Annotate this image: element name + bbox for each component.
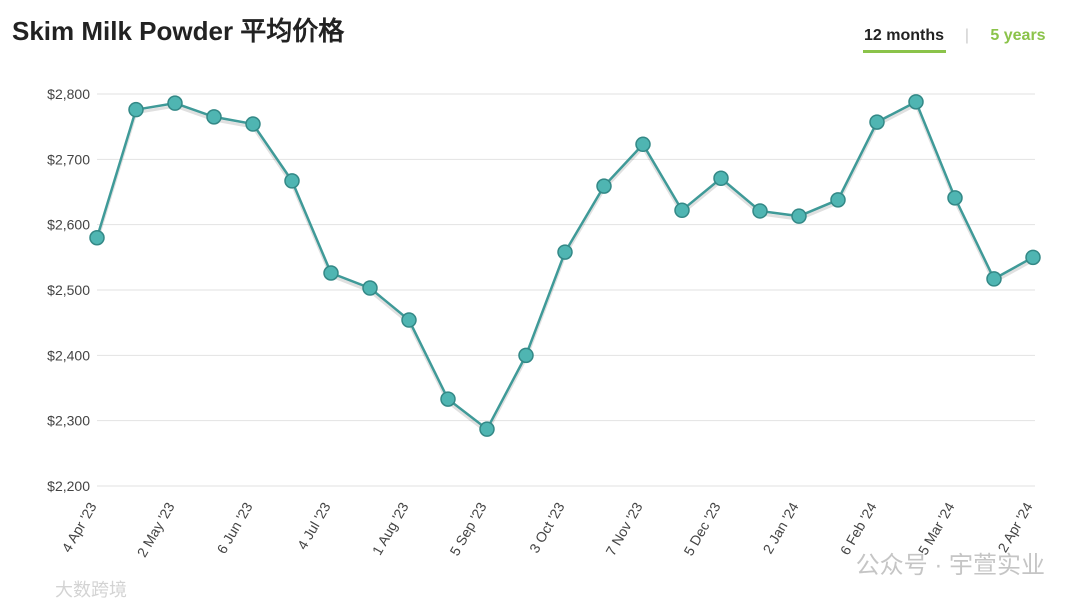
point [362,280,378,296]
point [752,203,768,219]
tab[interactable]: 12 months [864,27,944,44]
point [986,271,1002,287]
x-tick-label: 2 May '23 [134,499,178,559]
point [635,136,651,153]
x-tick-label: 1 Aug '23 [369,499,412,557]
point [128,101,144,118]
x-tick-label: 5 Mar '24 [915,499,958,557]
y-tick-label: $2,800 [47,86,90,102]
point [869,114,885,130]
point [89,229,105,246]
point [557,244,573,260]
grid [97,93,1035,487]
y-tick-label: $2,400 [47,347,90,363]
x-tick-label: 6 Feb '24 [837,499,880,557]
x-tick-label: 4 Apr '23 [58,499,99,555]
point [1025,249,1041,266]
y-tick-label: $2,600 [47,217,90,233]
point [674,202,690,219]
tab-underline [863,50,946,53]
x-tick-label: 2 Apr '24 [994,499,1035,555]
point [323,265,339,281]
point [245,116,261,132]
point [713,170,729,187]
watermark: 公众号 · 宇萱实业 [856,552,1045,579]
point [791,208,807,224]
line [95,100,1034,432]
point [206,109,222,125]
x-tick-label: 7 Nov '23 [602,499,645,558]
point [401,312,417,328]
x-tick-label: 6 Jun '23 [214,499,256,556]
chart-title: Skim Milk Powder 平均价格 [12,16,345,46]
point [596,178,612,194]
x-tick-label: 5 Dec '23 [680,499,723,558]
point [167,95,183,111]
point [947,190,963,206]
watermark: 大数跨境 [55,580,127,600]
point [518,347,534,364]
point [440,391,456,407]
point [830,192,846,208]
tab-separator: | [965,27,969,44]
y-tick-label: $2,300 [47,413,90,429]
x-tick-label: 3 Oct '23 [526,499,568,555]
point [479,421,495,437]
x-tick-label: 2 Jan '24 [760,499,802,556]
point [284,173,300,189]
y-tick-label: $2,200 [47,478,90,494]
point [908,94,924,110]
line-shadow [95,102,1034,435]
x-tick-label: 5 Sep '23 [446,499,489,558]
y-tick-label: $2,500 [47,282,90,298]
y-tick-label: $2,700 [47,151,90,167]
x-tick-label: 4 Jul '23 [294,499,334,552]
tab[interactable]: 5 years [990,27,1045,44]
